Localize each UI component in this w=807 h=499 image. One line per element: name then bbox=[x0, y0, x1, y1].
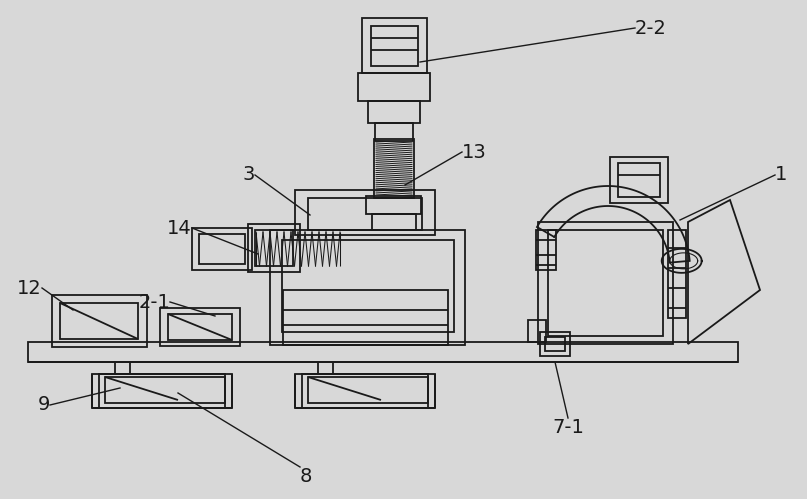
Bar bbox=[283, 290, 448, 345]
Bar bbox=[545, 337, 565, 351]
Bar bbox=[538, 222, 673, 344]
Text: 2-1: 2-1 bbox=[138, 292, 170, 311]
Bar bbox=[28, 342, 738, 362]
Bar bbox=[371, 26, 418, 66]
Bar bbox=[255, 230, 293, 266]
Text: 7-1: 7-1 bbox=[552, 418, 584, 437]
Bar bbox=[192, 228, 252, 270]
Text: 12: 12 bbox=[17, 278, 42, 297]
Bar bbox=[358, 73, 430, 101]
Bar bbox=[160, 308, 240, 346]
Text: 14: 14 bbox=[167, 219, 192, 238]
Bar bbox=[295, 190, 435, 235]
Bar bbox=[270, 230, 465, 345]
Bar bbox=[618, 163, 660, 197]
Text: 9: 9 bbox=[38, 396, 50, 415]
Bar bbox=[368, 101, 420, 123]
Bar bbox=[308, 198, 422, 230]
Bar bbox=[282, 240, 454, 332]
Text: 3: 3 bbox=[243, 166, 255, 185]
Bar bbox=[302, 374, 428, 408]
Bar bbox=[308, 377, 428, 403]
Text: 13: 13 bbox=[462, 143, 487, 162]
Bar bbox=[105, 377, 225, 403]
Bar bbox=[668, 230, 686, 318]
Bar bbox=[168, 314, 232, 340]
Bar bbox=[536, 230, 556, 270]
Text: 8: 8 bbox=[300, 467, 312, 486]
Bar bbox=[372, 214, 416, 230]
Bar bbox=[540, 332, 570, 356]
Bar bbox=[548, 230, 663, 336]
Bar bbox=[92, 374, 232, 408]
Bar bbox=[610, 157, 668, 203]
Bar bbox=[99, 374, 225, 408]
Bar bbox=[248, 224, 300, 272]
Bar bbox=[366, 196, 421, 214]
Bar bbox=[60, 303, 138, 339]
Bar bbox=[375, 123, 413, 141]
Text: 2-2: 2-2 bbox=[635, 18, 667, 37]
Text: 1: 1 bbox=[775, 166, 788, 185]
Bar bbox=[374, 139, 414, 198]
Bar bbox=[52, 295, 147, 347]
Bar bbox=[199, 234, 245, 264]
Bar bbox=[362, 18, 427, 73]
Bar bbox=[295, 374, 435, 408]
Bar bbox=[528, 320, 546, 342]
